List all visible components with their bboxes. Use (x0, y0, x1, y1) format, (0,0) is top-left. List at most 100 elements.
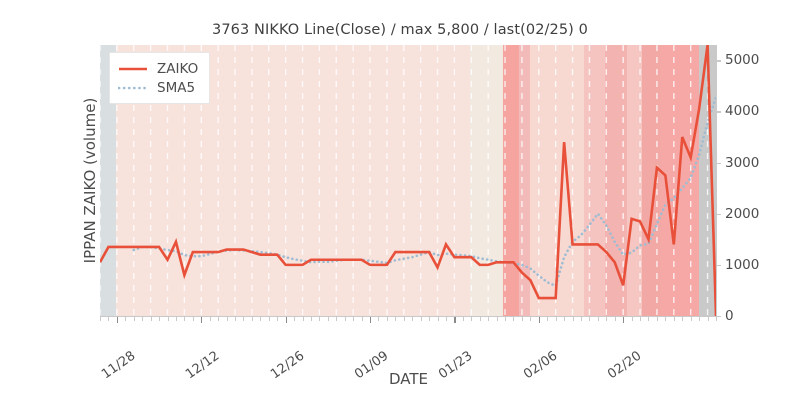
legend-dotted-swatch-icon (118, 82, 148, 94)
x-tick-minor (218, 317, 220, 321)
x-tick-minor (167, 317, 169, 321)
series-line-zaiko (100, 45, 716, 316)
x-tick-minor (614, 317, 616, 321)
x-tick-minor (251, 317, 253, 321)
y-tick-label: 5000 (725, 52, 760, 69)
x-tick-minor (192, 317, 194, 321)
x-tick-label: 02/20 (605, 327, 675, 382)
x-tick-label: 12/12 (183, 327, 253, 382)
x-tick-minor (310, 317, 312, 321)
x-tick-minor (656, 317, 658, 321)
x-tick-label: 02/06 (521, 327, 591, 382)
x-tick-minor (336, 317, 338, 321)
x-tick-minor (682, 317, 684, 321)
x-tick-minor (699, 317, 701, 321)
x-tick-minor (412, 317, 414, 321)
x-tick-minor (580, 317, 582, 321)
y-tick-mark (717, 213, 721, 215)
x-tick-major (285, 317, 287, 323)
x-tick-minor (268, 317, 270, 321)
background-band (469, 45, 504, 316)
x-tick-minor (327, 317, 329, 321)
x-tick-minor (437, 317, 439, 321)
background-band (503, 45, 519, 316)
x-tick-minor (226, 317, 228, 321)
x-tick-minor (386, 317, 388, 321)
x-tick-minor (260, 317, 262, 321)
x-tick-label: 01/23 (436, 327, 506, 382)
x-tick-minor (395, 317, 397, 321)
y-tick-mark (717, 60, 721, 62)
y-tick-label: 4000 (725, 103, 760, 120)
x-tick-minor (488, 317, 490, 321)
data-series-layer (100, 45, 716, 316)
legend-item-zaiko: ZAIKO (118, 59, 198, 78)
x-tick-minor (521, 317, 523, 321)
x-tick-minor (235, 317, 236, 321)
x-tick-minor (707, 317, 709, 321)
x-tick-major (623, 317, 625, 323)
legend-label-sma5: SMA5 (157, 79, 196, 96)
legend-line-swatch-icon (118, 63, 148, 75)
x-tick-minor (555, 317, 557, 321)
x-tick-minor (496, 317, 498, 321)
x-tick-minor (378, 317, 380, 321)
legend-label-zaiko: ZAIKO (157, 60, 199, 77)
x-tick-major (538, 317, 540, 323)
x-tick-minor (547, 317, 549, 321)
x-tick-minor (302, 317, 304, 321)
x-tick-minor (648, 317, 650, 321)
x-tick-minor (690, 317, 692, 321)
x-tick-minor (589, 317, 591, 321)
x-tick-minor (125, 317, 127, 321)
x-tick-minor (462, 317, 464, 321)
x-tick-major (370, 317, 372, 323)
x-tick-major (201, 317, 203, 323)
x-tick-minor (175, 317, 177, 321)
y-axis-label: IPPAN ZAIKO (volume) (81, 97, 99, 264)
y-tick-mark (717, 264, 721, 267)
x-tick-minor (564, 317, 566, 321)
x-tick-minor (277, 317, 279, 321)
x-tick-minor (673, 317, 675, 321)
y-tick-label: 3000 (725, 154, 760, 171)
x-tick-minor (344, 317, 346, 321)
y-tick-mark (717, 162, 721, 164)
x-tick-minor (133, 317, 135, 321)
x-tick-minor (209, 317, 211, 321)
x-tick-minor (530, 317, 532, 321)
x-tick-minor (716, 317, 717, 321)
y-tick-label: 0 (725, 308, 734, 324)
chart-legend: ZAIKO SMA5 (109, 52, 211, 104)
x-tick-minor (513, 317, 515, 321)
x-tick-minor (319, 317, 321, 321)
x-tick-minor (108, 317, 110, 321)
plot-area (100, 45, 716, 316)
y-axis-spine (716, 45, 718, 316)
x-tick-minor (150, 317, 152, 321)
x-tick-minor (471, 317, 473, 321)
background-band (642, 45, 661, 316)
x-tick-minor (142, 317, 144, 321)
x-tick-minor (184, 317, 186, 321)
x-tick-minor (243, 317, 245, 321)
x-tick-minor (100, 317, 101, 321)
y-tick-mark (717, 316, 721, 318)
x-tick-minor (294, 317, 296, 321)
x-tick-minor (665, 317, 667, 321)
x-tick-minor (361, 317, 363, 321)
legend-item-sma5: SMA5 (118, 78, 198, 97)
x-tick-minor (631, 317, 633, 321)
x-tick-minor (445, 317, 447, 321)
x-tick-minor (159, 317, 161, 321)
x-axis-label: DATE (388, 370, 429, 388)
y-tick-mark (717, 111, 721, 113)
x-tick-minor (479, 317, 481, 321)
y-tick-label: 1000 (725, 256, 760, 273)
x-tick-minor (353, 317, 355, 321)
x-tick-label: 01/09 (352, 327, 422, 382)
x-tick-minor (597, 317, 599, 321)
background-band (518, 45, 530, 316)
x-tick-minor (606, 317, 608, 321)
